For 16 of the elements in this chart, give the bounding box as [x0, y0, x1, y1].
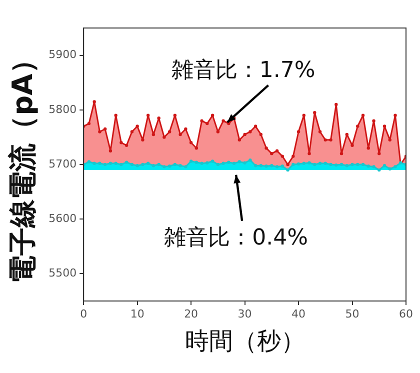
x-tick-label: 10 — [130, 307, 144, 320]
y-tick-label: 5500 — [48, 266, 77, 280]
y-tick-label: 5700 — [48, 157, 77, 170]
annotation: 雑音比：1.7% — [171, 58, 316, 83]
x-tick-label: 60 — [399, 307, 413, 320]
x-tick-label: 40 — [292, 307, 306, 320]
y-tick-label: 5600 — [48, 212, 77, 225]
x-tick-label: 30 — [238, 307, 252, 320]
y-tick-label: 5900 — [48, 48, 77, 62]
annotation: 雑音比：0.4% — [164, 226, 308, 251]
x-axis-title: 時間（秒） — [184, 326, 305, 355]
x-tick-label: 0 — [80, 307, 88, 320]
y-axis-title: 電子線電流（pA） — [6, 46, 40, 284]
x-tick-label: 20 — [184, 307, 198, 320]
x-tick-label: 50 — [345, 307, 360, 320]
y-tick-label: 5800 — [48, 102, 77, 116]
